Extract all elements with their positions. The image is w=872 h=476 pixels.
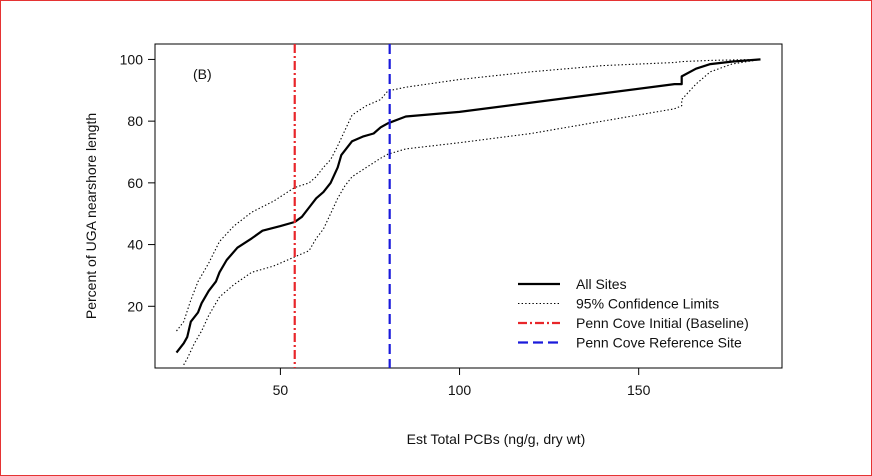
plot-area: 50 100 150 20 40 60 80 100	[120, 43, 783, 398]
legend: All Sites 95% Confidence Limits Penn Cove …	[518, 276, 749, 351]
series-line-0	[175, 58, 761, 354]
legend-label: Penn Cove Reference Site	[576, 335, 742, 351]
series-line-1	[176, 58, 761, 332]
x-tick-label: 100	[448, 382, 472, 398]
legend-label: 95% Confidence Limits	[576, 296, 719, 312]
y-tick-label: 20	[127, 298, 143, 314]
legend-label: All Sites	[576, 276, 627, 292]
series-line-2	[183, 58, 761, 366]
y-tick-label: 80	[127, 113, 143, 129]
plot-frame	[154, 43, 783, 369]
panel-label: (B)	[193, 66, 212, 82]
y-tick-label: 40	[127, 237, 143, 253]
y-tick-label: 100	[120, 51, 144, 67]
y-tick-label: 60	[127, 175, 143, 191]
x-tick-label: 150	[627, 382, 651, 398]
x-axis-label: Est Total PCBs (ng/g, dry wt)	[407, 431, 586, 447]
legend-label: Penn Cove Initial (Baseline)	[576, 315, 749, 331]
y-axis-label: Percent of UGA nearshore length	[83, 113, 99, 319]
x-tick-label: 50	[273, 382, 289, 398]
